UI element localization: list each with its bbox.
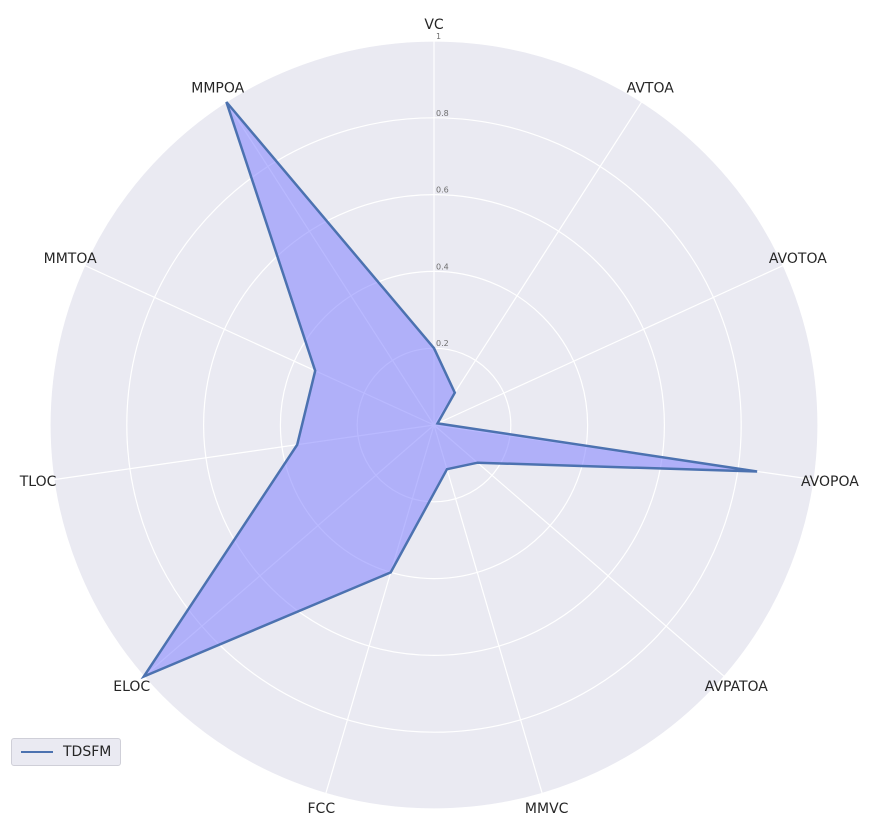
series-area [143,102,758,677]
axis-label-avpatoa: AVPATOA [705,679,769,695]
axis-label-vc: VC [424,17,444,33]
legend-line-icon [21,751,53,753]
axis-label-mmpoa: MMPOA [191,80,244,96]
spoke-2 [433,264,784,426]
tick-label-0: 0.2 [436,339,449,348]
radial-tick-labels: 0.2 0.4 0.6 0.8 1 [436,32,449,348]
axis-label-avopoa: AVOPOA [801,474,859,490]
spoke-4 [433,424,725,677]
axis-label-eloc: ELOC [113,679,150,695]
axis-label-tloc: TLOC [19,474,57,490]
axis-label-avtoa: AVTOA [627,80,675,96]
axis-labels: VC AVTOA AVOTOA AVOPOA AVPATOA MMVC FCC ELOC TLO… [19,17,860,817]
axis-label-avotoa: AVOTOA [769,251,827,267]
axis-label-mmtoa: MMTOA [44,251,97,267]
tick-label-4: 1 [436,32,441,41]
legend: TDSFM [11,738,122,766]
tick-label-3: 0.8 [436,109,449,118]
axis-label-fcc: FCC [308,801,336,817]
legend-label: TDSFM [63,744,112,760]
axis-label-mmvc: MMVC [525,801,569,817]
spoke-1 [433,101,643,426]
tick-label-1: 0.4 [436,262,449,271]
series-line [140,101,758,680]
spoke-5 [433,424,543,794]
tick-label-2: 0.6 [436,186,449,195]
